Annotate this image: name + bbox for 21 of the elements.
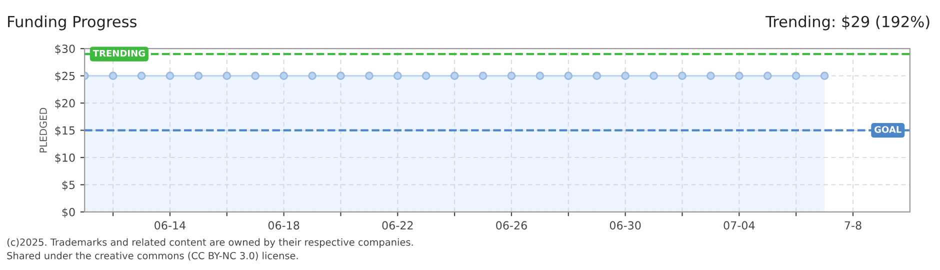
text: Trending: $29 (192%) — [766, 16, 930, 30]
y-tick-label: $20 — [55, 98, 75, 109]
y-axis-title: PLEDGED — [40, 108, 47, 152]
ref-line-label: GOAL — [874, 126, 902, 133]
x-tick-label: 06-26 — [496, 221, 527, 230]
x-tick-label: 07-04 — [724, 221, 755, 230]
chart-title: Funding Progress — [8, 16, 137, 30]
ref-line-label: TRENDING — [92, 50, 145, 57]
y-tick-label: $5 — [62, 180, 75, 191]
text: (c)2025. Trademarks and related content are owned by their respective companies. — [7, 238, 413, 248]
y-tick-label: $15 — [55, 126, 75, 136]
y-tick-label: $0 — [62, 208, 75, 218]
x-tick-label: 06-22 — [382, 221, 413, 230]
y-tick-label: $10 — [55, 153, 75, 164]
x-tick-label: 06-18 — [268, 221, 300, 230]
y-tick-label: $25 — [55, 72, 75, 82]
x-tick-label: 06-30 — [610, 221, 641, 230]
x-tick-label: 06-14 — [154, 221, 186, 230]
text: Shared under the creative commons (CC BY-NC 3.0) license. — [7, 252, 298, 260]
y-tick-label: $30 — [55, 44, 75, 54]
x-tick-label: 7-8 — [844, 221, 862, 230]
